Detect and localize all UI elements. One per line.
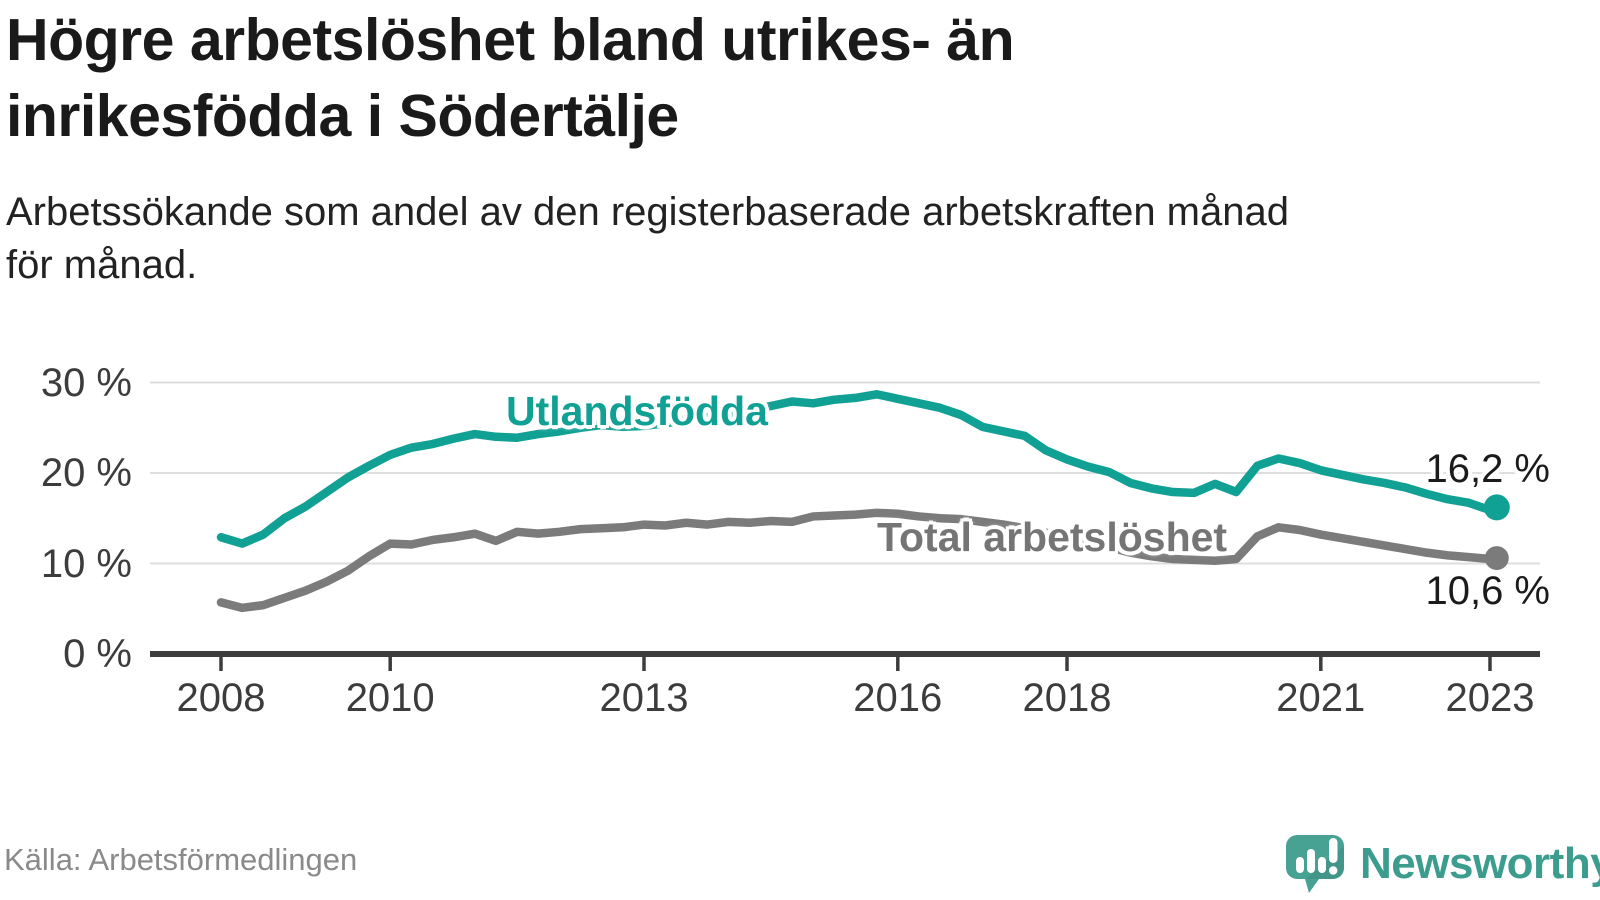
end-value-label-utlandsfodda: 16,2 % [1425,447,1550,491]
series-end-dot-0 [1483,494,1510,521]
end-value-label-total: 10,6 % [1425,569,1550,613]
logo-bar-small-right [1318,857,1326,873]
logo-bar-small-left [1296,857,1304,873]
series-line-0 [216,390,1502,548]
chart-subtitle-line-1: Arbetssökande som andel av den registerb… [6,190,1289,234]
chart-subtitle-line-2: för månad. [6,243,198,287]
series-line-1 [216,508,1502,613]
chart-title-line-1: Högre arbetslöshet bland utrikes- än [6,7,1015,73]
series-label-utlandsfodda: Utlandsfödda [506,388,768,434]
logo-bar-tall [1307,849,1315,873]
chart-title: Högre arbetslöshet bland utrikes- än inr… [6,2,1566,154]
newsworthy-logo-icon [1286,835,1344,893]
source-note: Källa: Arbetsförmedlingen [4,842,358,877]
newsworthy-brand: Newsworthy [1286,834,1600,894]
logo-exclamation-bar [1329,838,1338,863]
chart-subtitle: Arbetssökande som andel av den registerb… [6,186,1566,292]
series-label-total-arbetsloshet: Total arbetslöshet [877,514,1228,560]
chart-title-line-2: inrikesfödda i Södertälje [6,83,679,149]
newsworthy-wordmark: Newsworthy [1360,839,1600,888]
series-end-dot-1 [1484,546,1509,571]
logo-exclamation-dot [1329,866,1338,875]
